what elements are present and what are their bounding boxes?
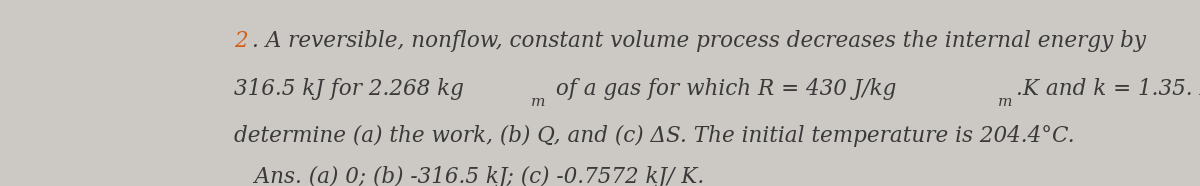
Text: m: m xyxy=(997,95,1012,109)
Text: 316.5 kJ for 2.268 kg: 316.5 kJ for 2.268 kg xyxy=(234,78,464,100)
Text: m: m xyxy=(530,95,545,109)
Text: .K and k = 1.35. For the process,: .K and k = 1.35. For the process, xyxy=(1016,78,1200,100)
Text: determine (a) the work, (b) Q, and (c) ΔS. The initial temperature is 204.4°C.: determine (a) the work, (b) Q, and (c) Δ… xyxy=(234,125,1075,147)
Text: of a gas for which R = 430 J/kg: of a gas for which R = 430 J/kg xyxy=(550,78,896,100)
Text: Ans. (a) 0; (b) -316.5 kJ; (c) -0.7572 kJ/ K.: Ans. (a) 0; (b) -316.5 kJ; (c) -0.7572 k… xyxy=(234,166,704,186)
Text: 2: 2 xyxy=(234,30,247,52)
Text: . A reversible, nonflow, constant volume process decreases the internal energy b: . A reversible, nonflow, constant volume… xyxy=(252,30,1146,52)
